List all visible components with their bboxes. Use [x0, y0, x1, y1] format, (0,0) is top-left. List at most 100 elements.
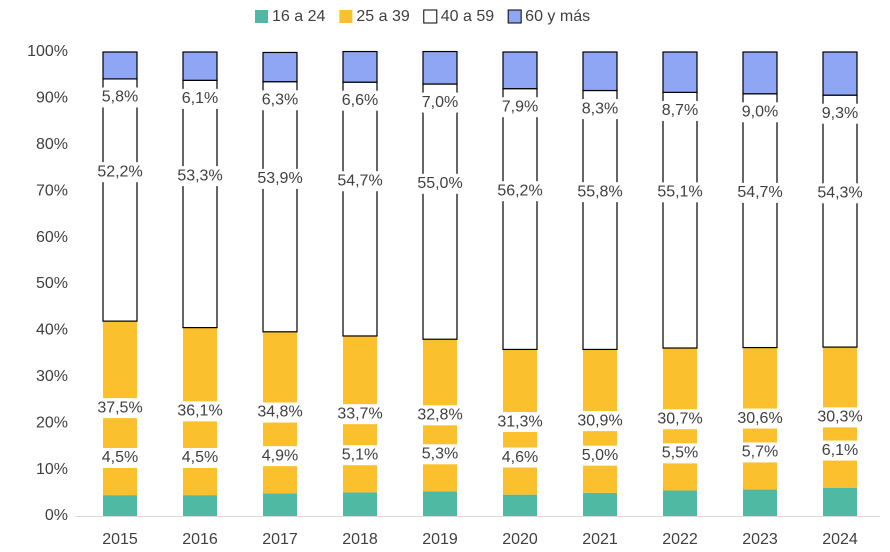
label-bg — [94, 162, 146, 183]
label-bg — [178, 88, 222, 109]
data-label: 6,1% — [822, 442, 858, 459]
legend-swatch — [255, 10, 268, 23]
bar-segment — [343, 492, 377, 516]
data-label: 32,8% — [417, 407, 462, 424]
bar-segment — [342, 81, 378, 337]
bar-segment — [662, 91, 698, 349]
bar-segment — [102, 78, 138, 322]
data-label: 34,8% — [257, 404, 302, 421]
label-bg — [414, 173, 466, 194]
label-bg — [98, 87, 142, 108]
bar-segment — [102, 51, 138, 80]
data-label: 9,3% — [822, 105, 858, 122]
x-tick-label: 2017 — [262, 531, 298, 548]
bar-segment — [262, 81, 298, 333]
data-label: 6,1% — [182, 90, 218, 107]
legend-label: 16 a 24 — [272, 8, 325, 25]
legend-label: 40 a 59 — [441, 8, 494, 25]
data-label: 7,0% — [422, 94, 458, 111]
data-label: 30,6% — [737, 410, 782, 427]
bar-segment — [822, 51, 858, 96]
data-label: 37,5% — [97, 399, 142, 416]
x-tick-label: 2023 — [742, 531, 778, 548]
label-bg — [574, 182, 626, 203]
data-label: 6,3% — [262, 91, 298, 108]
data-label: 52,2% — [97, 163, 142, 180]
label-bg — [498, 447, 542, 468]
bar-segment — [663, 490, 697, 516]
x-tick-label: 2016 — [182, 531, 218, 548]
data-label: 7,9% — [502, 98, 538, 115]
bar-segment — [342, 50, 378, 83]
label-bg — [654, 409, 706, 430]
data-label: 5,5% — [662, 445, 698, 462]
y-tick-label: 90% — [36, 90, 68, 107]
x-tick-label: 2021 — [582, 531, 618, 548]
y-tick-label: 40% — [36, 322, 68, 339]
data-label: 8,7% — [662, 102, 698, 119]
label-bg — [494, 181, 546, 202]
data-label: 53,3% — [177, 167, 222, 184]
bar-segment — [582, 89, 618, 351]
data-label: 54,7% — [737, 184, 782, 201]
label-bg — [658, 100, 702, 121]
data-label: 55,8% — [577, 183, 622, 200]
legend-swatch — [339, 10, 353, 23]
data-label: 8,3% — [582, 100, 618, 117]
label-bg — [338, 445, 382, 466]
bar-segment — [822, 94, 858, 348]
label-bg — [178, 448, 222, 468]
data-label: 4,5% — [182, 449, 218, 466]
x-tick-label: 2020 — [502, 531, 538, 548]
legend-swatch — [507, 9, 522, 24]
bar-segment — [742, 93, 778, 349]
y-tick-label: 20% — [36, 414, 68, 431]
label-bg — [818, 103, 862, 124]
y-tick-label: 100% — [27, 43, 68, 60]
bar-segment — [262, 51, 298, 83]
label-bg — [734, 182, 786, 203]
y-tick-label: 30% — [36, 368, 68, 385]
data-label: 9,0% — [742, 104, 778, 121]
label-bg — [338, 90, 382, 111]
label-bg — [658, 443, 702, 464]
bar-segment — [103, 495, 137, 516]
label-bg — [418, 92, 462, 113]
y-tick-label: 70% — [36, 182, 68, 199]
x-tick-label: 2019 — [422, 531, 458, 548]
x-tick-label: 2022 — [662, 531, 698, 548]
bar-segment — [182, 51, 218, 81]
data-label: 54,3% — [817, 185, 862, 202]
label-bg — [258, 446, 302, 467]
y-tick-label: 0% — [45, 507, 68, 524]
data-label: 36,1% — [177, 403, 222, 420]
bar-segment — [263, 493, 297, 516]
label-bg — [174, 166, 226, 187]
y-tick-label: 50% — [36, 275, 68, 292]
data-label: 30,7% — [657, 410, 702, 427]
label-bg — [578, 99, 622, 120]
bar-segment — [743, 489, 777, 516]
label-bg — [414, 405, 466, 426]
x-tick-label: 2024 — [822, 531, 858, 548]
label-bg — [494, 412, 546, 433]
legend-swatch — [423, 9, 438, 24]
label-bg — [498, 97, 542, 118]
data-label: 31,3% — [497, 413, 542, 430]
data-label: 53,9% — [257, 170, 302, 187]
label-bg — [334, 404, 386, 425]
legend-label: 25 a 39 — [356, 8, 409, 25]
label-bg — [734, 408, 786, 429]
data-label: 55,1% — [657, 184, 702, 201]
label-bg — [418, 444, 462, 465]
label-bg — [578, 445, 622, 466]
bar-segment — [423, 491, 457, 516]
bar-segment — [742, 51, 778, 95]
label-bg — [94, 398, 146, 419]
y-tick-label: 80% — [36, 136, 68, 153]
label-bg — [258, 90, 302, 111]
bar-segment — [422, 50, 458, 85]
bar-segment — [582, 51, 618, 92]
label-bg — [818, 440, 862, 461]
